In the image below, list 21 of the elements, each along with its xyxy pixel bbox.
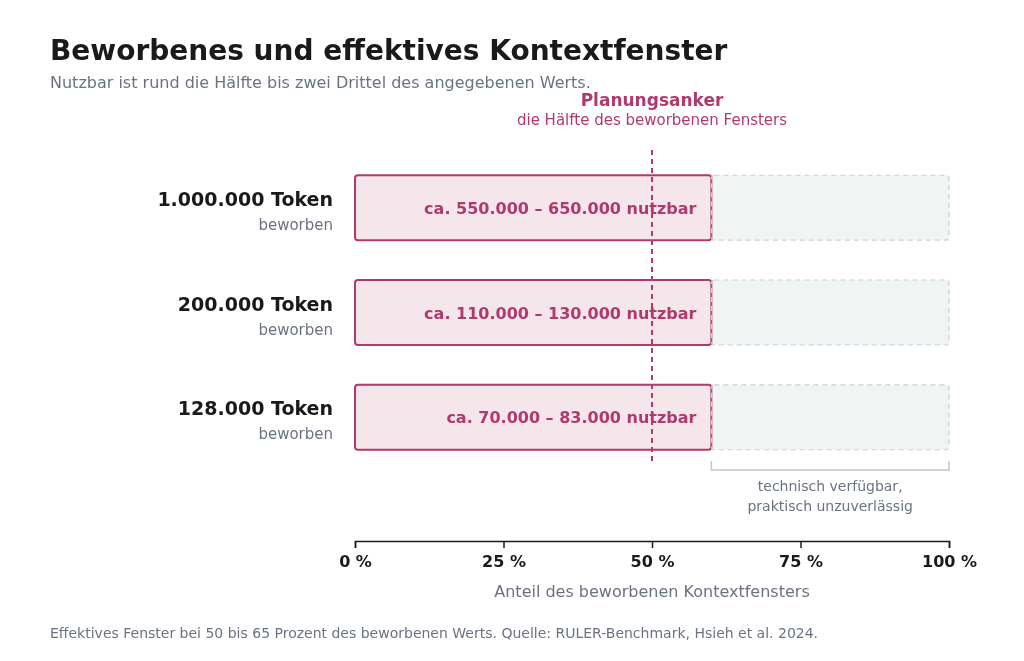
x-tick-label: 0 % bbox=[339, 552, 372, 572]
chart-title: Beworbenes und effektives Kontextfenster bbox=[50, 34, 728, 67]
data-label: ca. 70.000 – 83.000 nutzbar bbox=[446, 408, 697, 428]
x-axis-title: Anteil des beworbenen Kontextfensters bbox=[494, 582, 810, 601]
y-tick-label: 128.000 Token bbox=[177, 397, 333, 420]
text: beworben bbox=[258, 320, 333, 339]
x-tick-label: 50 % bbox=[630, 552, 675, 572]
data-label: ca. 550.000 – 650.000 nutzbar bbox=[424, 198, 697, 218]
text: die Hälfte des beworbenen Fensters bbox=[516, 111, 788, 129]
data-label: ca. 110.000 – 130.000 nutzbar bbox=[424, 303, 697, 323]
text: Effektives Fenster bei 50 bis 65 Prozent des beworbenen Werts. Quelle: RULER-Benchmark, Hsieh et al. 2024. bbox=[50, 625, 819, 641]
ref-line-label: Planungsanker bbox=[580, 90, 724, 110]
x-tick-label: 75 % bbox=[779, 552, 823, 572]
text: technisch verfügbar, praktisch unzuverlässig bbox=[747, 478, 913, 514]
x-tick-label: 25 % bbox=[482, 552, 526, 572]
text: beworben bbox=[258, 215, 333, 234]
chart-subtitle: Nutzbar ist rund die Hälfte bis zwei Drittel des angegebenen Werts. bbox=[50, 73, 591, 92]
y-tick-label: 1.000.000 Token bbox=[157, 187, 333, 210]
y-tick-label: 200.000 Token bbox=[177, 292, 333, 315]
x-tick-label: 100 % bbox=[922, 552, 977, 572]
text: beworben bbox=[258, 425, 333, 444]
